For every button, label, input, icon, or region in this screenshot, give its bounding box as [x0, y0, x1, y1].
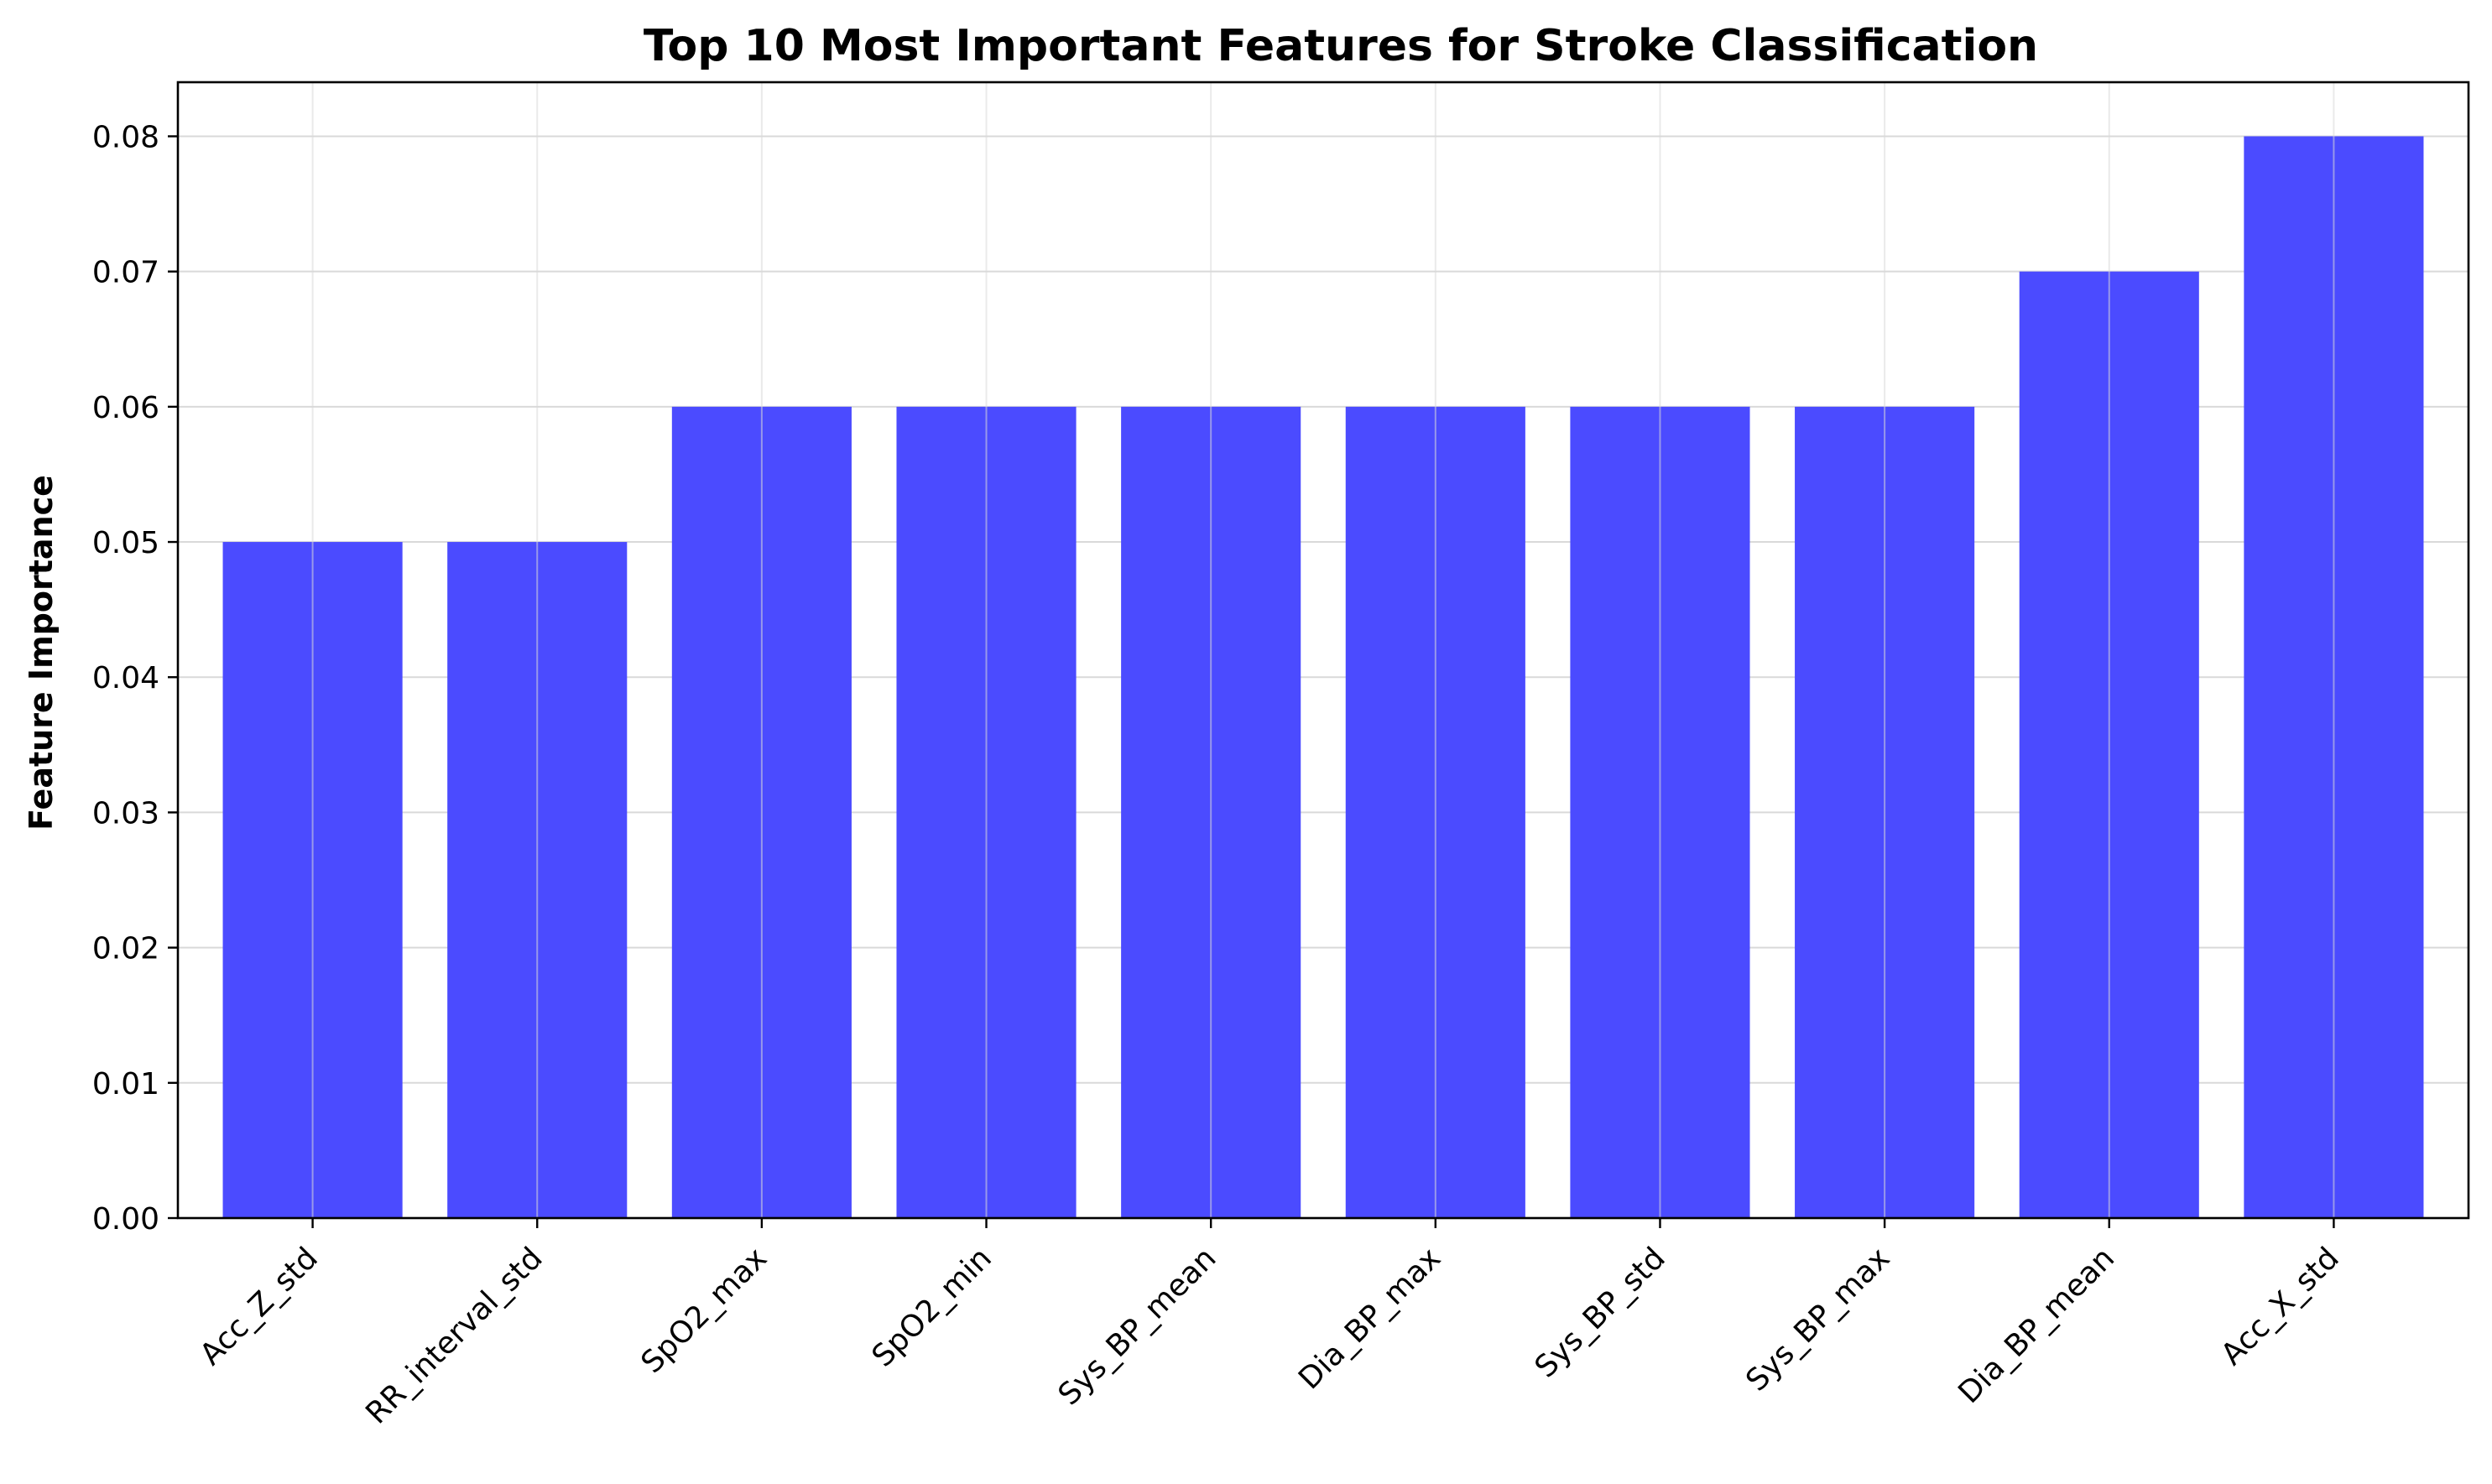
y-tick-label: 0.04 [92, 661, 159, 695]
y-tick-label: 0.02 [92, 932, 159, 966]
x-tick-label: Dia_BP_mean [1952, 1241, 2121, 1410]
y-axis-label: Feature Importance [23, 475, 60, 831]
x-tick-label: Dia_BP_max [1292, 1241, 1447, 1396]
x-tick-label: Acc_Z_std [194, 1241, 325, 1372]
chart-title: Top 10 Most Important Features for Strok… [644, 21, 2038, 71]
y-tick-label: 0.01 [92, 1067, 159, 1101]
axes [168, 81, 2470, 1228]
x-tick-label: Acc_X_std [2215, 1241, 2346, 1372]
x-tick-label: Sys_BP_max [1739, 1241, 1896, 1398]
y-tick-label: 0.06 [92, 391, 159, 425]
x-tick-label: SpO2_min [866, 1241, 998, 1373]
plot-frame [176, 81, 2470, 1220]
x-tick-label: Sys_BP_mean [1052, 1241, 1223, 1412]
x-tick-label: SpO2_max [635, 1241, 774, 1380]
x-tick-label: RR_interval_std [359, 1241, 549, 1430]
y-tick-label: 0.07 [92, 256, 159, 290]
y-tick-label: 0.03 [92, 796, 159, 831]
y-tick-label: 0.05 [92, 526, 159, 560]
y-tick-label: 0.08 [92, 120, 159, 154]
y-tick-label: 0.00 [92, 1202, 159, 1237]
x-tick-label: Sys_BP_std [1529, 1241, 1672, 1384]
vertical-grid [311, 82, 2335, 1218]
